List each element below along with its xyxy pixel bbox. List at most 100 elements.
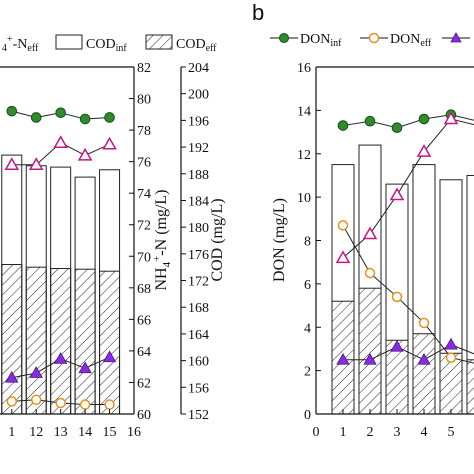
- point-don_inf: [364, 115, 376, 127]
- y-tick-label-cod: 200: [188, 88, 209, 103]
- bar-cod-eff: [1, 264, 23, 414]
- point-removal_tri: [335, 250, 351, 264]
- point-nh4_eff_tri: [53, 135, 68, 148]
- y-tick-label-cod: 188: [188, 168, 209, 183]
- bar-hatched: [466, 359, 474, 414]
- point-removal_tri: [443, 111, 459, 125]
- y-tick-label-b: 6: [304, 278, 311, 293]
- point-nh4_orange: [55, 397, 66, 409]
- axes-a: 1 12 13 14 15 16 60 62 64 66 68 70 72 74 76 78 80 82 152 15…: [0, 61, 209, 440]
- point-nh4_purple: [29, 366, 43, 378]
- y-tick-label-nh4: 76: [137, 156, 151, 171]
- x-tick-label-b: 0: [313, 425, 320, 440]
- point-don_purple: [390, 339, 404, 352]
- point-don_inf: [337, 120, 349, 131]
- y-tick-label-b: 10: [297, 191, 311, 206]
- point-nh4_inf: [30, 112, 42, 123]
- x-tick-label-b: 5: [448, 425, 455, 440]
- y-tick-label-cod: 160: [188, 355, 209, 370]
- y-tick-label-nh4: 80: [137, 93, 151, 108]
- y-tick-label-nh4: 70: [137, 250, 151, 265]
- point-nh4_purple: [5, 370, 19, 383]
- point-nh4_eff_tri: [77, 147, 93, 161]
- y-axis-label-nh4: NH4+-N (mg/L): [151, 189, 173, 290]
- y-tick-label-nh4: 72: [137, 219, 151, 234]
- bar-cod-eff: [50, 268, 72, 414]
- x-tick-label-a: 16: [127, 425, 141, 440]
- y-tick-label-cod: 192: [188, 141, 209, 156]
- point-nh4_orange: [104, 399, 115, 410]
- point-don_inf: [418, 113, 430, 125]
- bar-total: [466, 174, 474, 414]
- x-tick-label-a: 13: [54, 425, 68, 440]
- point-nh4_purple: [78, 361, 92, 374]
- legend-cod-eff: CODeff: [176, 37, 217, 54]
- y-tick-label-nh4: 66: [137, 313, 151, 328]
- point-nh4_orange: [79, 399, 91, 410]
- point-don_eff: [337, 220, 349, 231]
- y-tick-label-b: 0: [304, 408, 311, 423]
- legend-marker-purple: [450, 32, 462, 43]
- point-nh4_purple: [53, 351, 68, 364]
- y-tick-label-b: 12: [297, 148, 311, 163]
- point-don_purple: [336, 352, 350, 365]
- y-tick-label-b: 8: [304, 235, 311, 250]
- point-nh4_inf: [6, 105, 18, 117]
- y-tick-label-cod: 204: [188, 61, 209, 76]
- y-tick-label-nh4: 82: [137, 61, 151, 76]
- legend-don-eff: DONeff: [390, 32, 432, 49]
- legend-a: 4+-Neff CODinf CODeff: [2, 34, 217, 54]
- y-tick-label-nh4: 60: [137, 408, 151, 423]
- x-tick-label-a: 15: [103, 425, 117, 440]
- legend-don-inf: DONinf: [300, 32, 342, 49]
- y-tick-label-nh4: 64: [137, 345, 151, 360]
- legend-marker-don-eff: [368, 32, 380, 44]
- bar-cod-eff: [25, 266, 47, 414]
- point-nh4_eff_tri: [28, 157, 44, 171]
- legend-cod-inf: CODinf: [86, 37, 127, 54]
- x-tick-label-a: 1: [8, 425, 15, 440]
- legend-b: b DONinf DONeff: [252, 0, 470, 49]
- x-tick-label-b: 2: [367, 425, 374, 440]
- y-tick-label-nh4: 68: [137, 282, 151, 297]
- legend-marker-don-inf: [279, 33, 289, 43]
- point-nh4_eff_tri: [102, 136, 117, 150]
- y-tick-label-b: 2: [304, 365, 311, 380]
- x-tick-label-a: 14: [78, 425, 92, 440]
- x-tick-label-b: 3: [394, 425, 401, 440]
- x-tick-label-b: 1: [340, 425, 347, 440]
- plot-b: [331, 109, 474, 414]
- y-tick-label-b: 16: [297, 61, 311, 76]
- y-tick-label-b: 4: [304, 321, 311, 336]
- y-tick-label-nh4: 74: [137, 187, 151, 202]
- point-nh4_purple: [102, 350, 117, 363]
- point-nh4_inf: [104, 112, 115, 123]
- y-tick-label-cod: 168: [188, 301, 209, 316]
- point-nh4_orange: [6, 396, 18, 407]
- y-tick-label-cod: 176: [188, 248, 209, 263]
- point-nh4_orange: [30, 394, 42, 406]
- point-don_eff: [445, 352, 457, 363]
- y-tick-label-b: 14: [297, 104, 311, 119]
- point-nh4_eff_tri: [4, 157, 20, 171]
- point-removal_tri: [362, 226, 378, 240]
- y-tick-label-nh4: 78: [137, 124, 151, 139]
- x-tick-label-a: 12: [29, 425, 43, 440]
- point-removal_tri: [416, 144, 432, 157]
- legend-nh4-eff: 4+-Neff: [2, 34, 39, 54]
- y-tick-label-nh4: 62: [137, 376, 151, 391]
- legend-swatch-cod-eff: [145, 34, 173, 50]
- plot-a: [1, 105, 121, 414]
- bar-hatched: [412, 333, 436, 414]
- point-don_purple: [417, 352, 431, 365]
- y-tick-label-cod: 184: [188, 194, 209, 209]
- point-don_purple: [444, 337, 458, 350]
- bar-cod-eff: [74, 268, 96, 414]
- bar-cod-eff: [99, 270, 121, 414]
- point-don_purple: [363, 352, 377, 365]
- y-tick-label-cod: 152: [188, 408, 209, 423]
- point-nh4_inf: [55, 107, 66, 119]
- bar-hatched: [358, 287, 382, 414]
- y-tick-label-cod: 180: [188, 221, 209, 236]
